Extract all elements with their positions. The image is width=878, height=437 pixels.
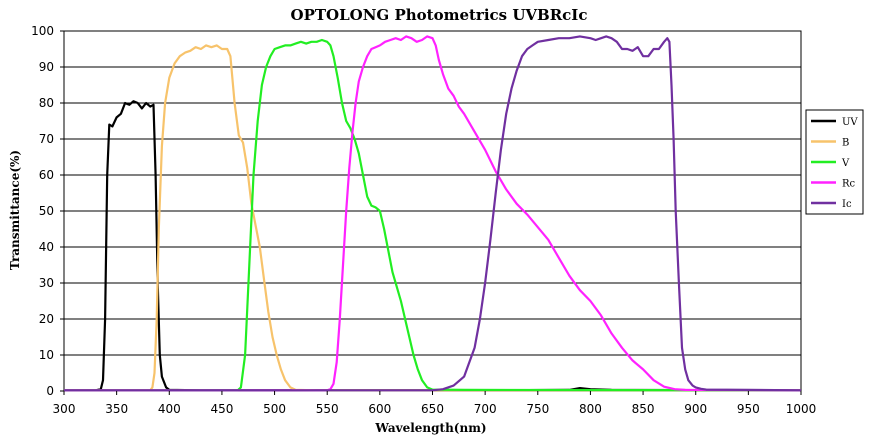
x-tick-label: 450 [210, 402, 233, 416]
legend: UV BV Rc Ic [805, 109, 864, 215]
x-axis-title: Wavelength(nm) [374, 421, 486, 435]
x-tick-label: 950 [737, 402, 760, 416]
y-tick-label: 100 [31, 24, 54, 38]
y-tick-label: 30 [39, 276, 54, 290]
y-tick-label: 80 [39, 96, 54, 110]
x-tick-label: 500 [263, 402, 286, 416]
y-axis-ticks: 0 10 20 30 40 50 60 70 80 90 100 [31, 24, 64, 398]
x-tick-label: 550 [316, 402, 339, 416]
y-tick-label: 50 [39, 204, 54, 218]
y-tick-label: 0 [46, 384, 54, 398]
y-tick-label: 10 [39, 348, 54, 362]
x-tick-label: 900 [684, 402, 707, 416]
x-tick-label: 850 [632, 402, 655, 416]
x-tick-label: 400 [158, 402, 181, 416]
series-layer [64, 35, 802, 392]
series-line-rc [64, 35, 802, 392]
legend-label-rc: Rc [842, 179, 856, 190]
y-tick-label: 60 [39, 168, 54, 182]
y-tick-label: 20 [39, 312, 54, 326]
x-tick-label: 700 [474, 402, 497, 416]
legend-label-ic: Ic [842, 199, 852, 210]
x-axis-ticks: 300 350 400 450 500 550 600 650 700 750 800 850 900 9… [53, 391, 817, 416]
series-line-b [64, 44, 801, 392]
x-tick-label: 750 [526, 402, 549, 416]
chart-title: OPTOLONG Photometrics UVBRcIc [291, 6, 588, 24]
legend-label-v: V [841, 158, 850, 169]
grid-lines [64, 66, 801, 356]
x-tick-label: 1000 [786, 402, 817, 416]
series-line-v [64, 38, 802, 392]
x-tick-label: 650 [421, 402, 444, 416]
series-line-ic [64, 35, 802, 392]
series-line-uv [64, 100, 802, 392]
y-tick-label: 90 [39, 60, 54, 74]
legend-label-uv: UV [842, 117, 858, 128]
y-tick-label: 40 [39, 240, 54, 254]
x-tick-label: 600 [368, 402, 391, 416]
y-tick-label: 70 [39, 132, 54, 146]
x-tick-label: 300 [53, 402, 76, 416]
legend-label-b: B [842, 138, 849, 149]
x-tick-label: 800 [579, 402, 602, 416]
x-tick-label: 350 [105, 402, 128, 416]
y-axis-title: Transmittance(%) [8, 150, 22, 270]
